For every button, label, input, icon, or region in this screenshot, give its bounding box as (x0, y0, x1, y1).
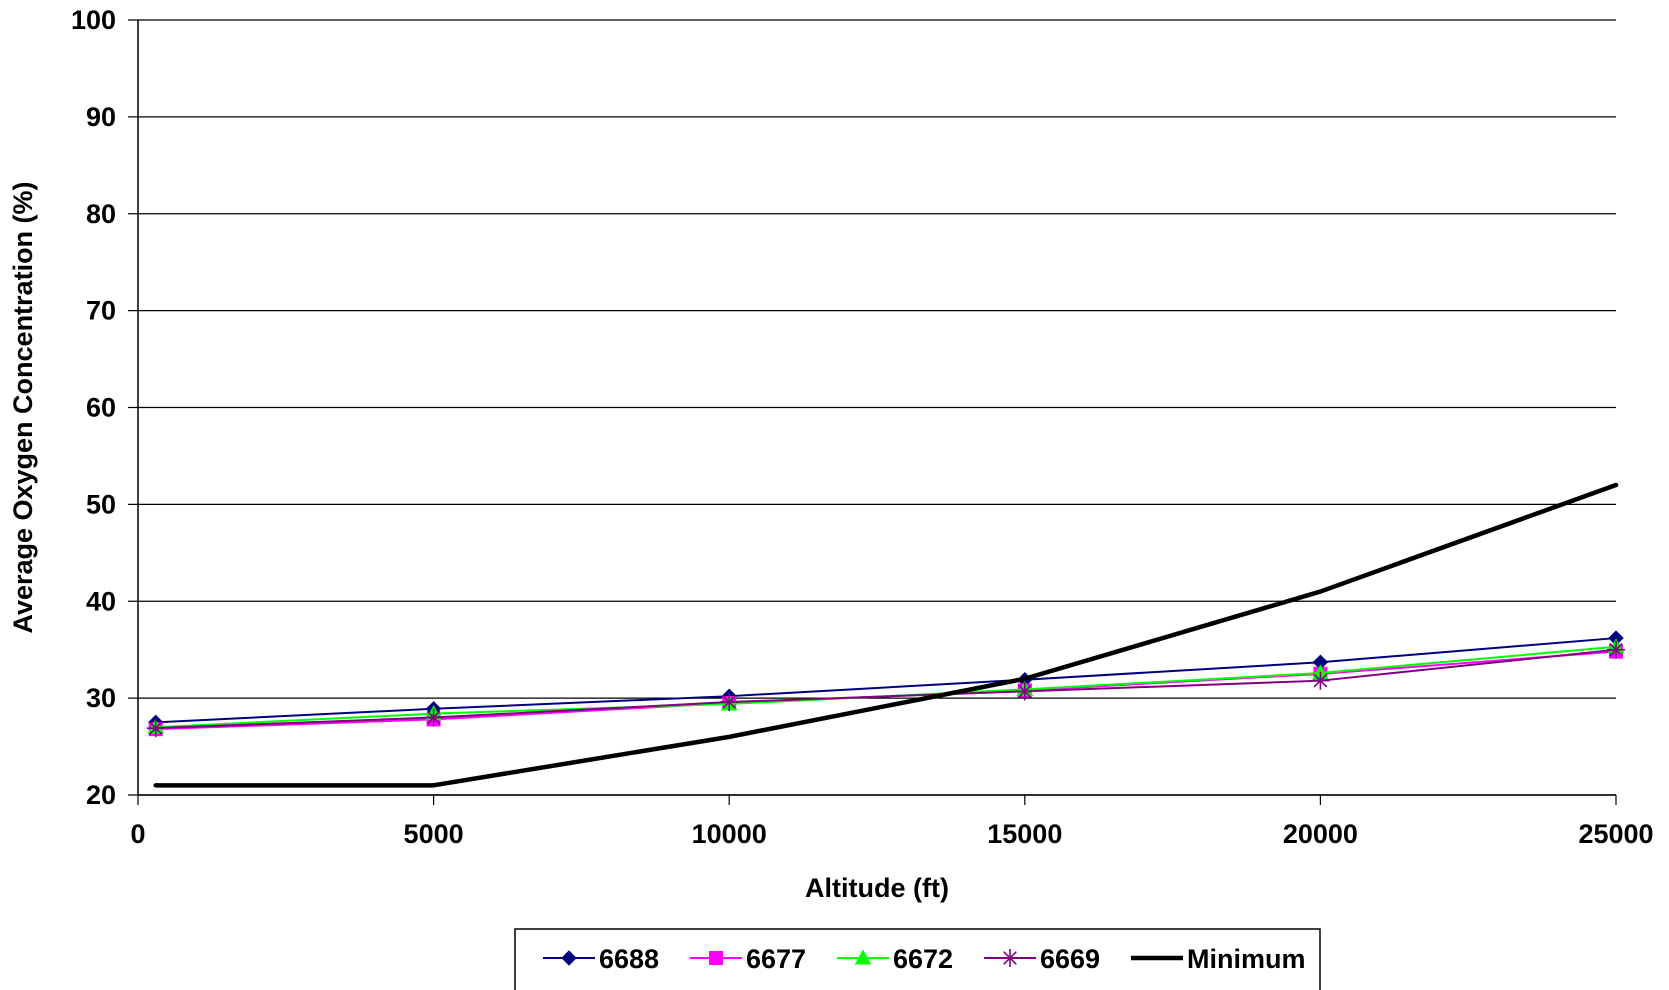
asterisk-stroke (426, 710, 441, 725)
x-tick-label-5000: 5000 (404, 819, 464, 849)
legend-marker-6688 (561, 950, 577, 966)
y-tick-label-60: 60 (86, 393, 116, 423)
series-line-6688 (154, 637, 1617, 724)
series-line-Minimum (153, 482, 1619, 788)
data-point-6669-20000 (1311, 671, 1330, 690)
data-point-6669-5000 (424, 708, 443, 727)
y-tick-label-30: 30 (86, 683, 116, 713)
y-tick-label-70: 70 (86, 296, 116, 326)
data-point-6669-15000 (1015, 682, 1034, 701)
x-tick-label-0: 0 (130, 819, 145, 849)
y-tick-label-90: 90 (86, 102, 116, 132)
asterisk-stroke (148, 721, 163, 736)
y-tick-label-20: 20 (86, 780, 116, 810)
data-point-6669-300 (146, 719, 165, 738)
x-tick-label-25000: 25000 (1578, 819, 1653, 849)
legend-box (514, 928, 1321, 990)
data-point-6669-25000 (1607, 640, 1625, 659)
tick-labels: 20 30 40 50 60 70 80 90 100 0 5000 10000 15000 20000 2… (71, 5, 1654, 849)
legend-item-6677: 6677 (690, 944, 806, 974)
x-axis-title: Altitude (ft) (805, 873, 949, 903)
legend-label-6688: 6688 (599, 944, 659, 974)
y-axis-title: Average Oxygen Concentration (%) (8, 181, 38, 633)
gridlines (138, 19, 1616, 796)
legend-marker-6672 (854, 949, 872, 965)
data-point-6669-10000 (720, 693, 739, 711)
legend-item-6688: 6688 (543, 944, 659, 974)
y-tick-label-40: 40 (86, 586, 116, 616)
legend-label-6677: 6677 (746, 944, 806, 974)
series-group (146, 482, 1625, 788)
series-6677 (148, 644, 1623, 737)
asterisk-stroke (1609, 642, 1623, 657)
x-tick-label-10000: 10000 (692, 819, 767, 849)
series-6688 (148, 630, 1624, 731)
x-tick-label-15000: 15000 (987, 819, 1062, 849)
legend-label-6672: 6672 (893, 944, 953, 974)
y-tick-label-100: 100 (71, 5, 116, 35)
series-6669 (146, 640, 1625, 738)
series-line-6677 (154, 650, 1617, 731)
legend-item-Minimum: Minimum (1131, 944, 1306, 974)
legend-item-6669: 6669 (984, 944, 1100, 974)
y-tick-label-50: 50 (86, 489, 116, 519)
legend-item-6672: 6672 (837, 944, 953, 974)
legend-label-Minimum: Minimum (1187, 944, 1306, 974)
asterisk-stroke (1003, 951, 1017, 965)
series-Minimum (153, 482, 1619, 788)
legend-marker-6677 (709, 951, 723, 965)
y-tick-label-80: 80 (86, 199, 116, 229)
asterisk-stroke (1017, 684, 1032, 699)
legend-label-6669: 6669 (1040, 944, 1100, 974)
asterisk-stroke (722, 695, 737, 709)
axes (128, 19, 1617, 805)
x-tick-label-20000: 20000 (1283, 819, 1358, 849)
series-line-6669 (154, 648, 1617, 730)
legend: 6688 6677 6672 6669 Minimum (514, 928, 1321, 990)
legend-marker-6669 (1001, 949, 1019, 967)
asterisk-stroke (1313, 673, 1328, 688)
